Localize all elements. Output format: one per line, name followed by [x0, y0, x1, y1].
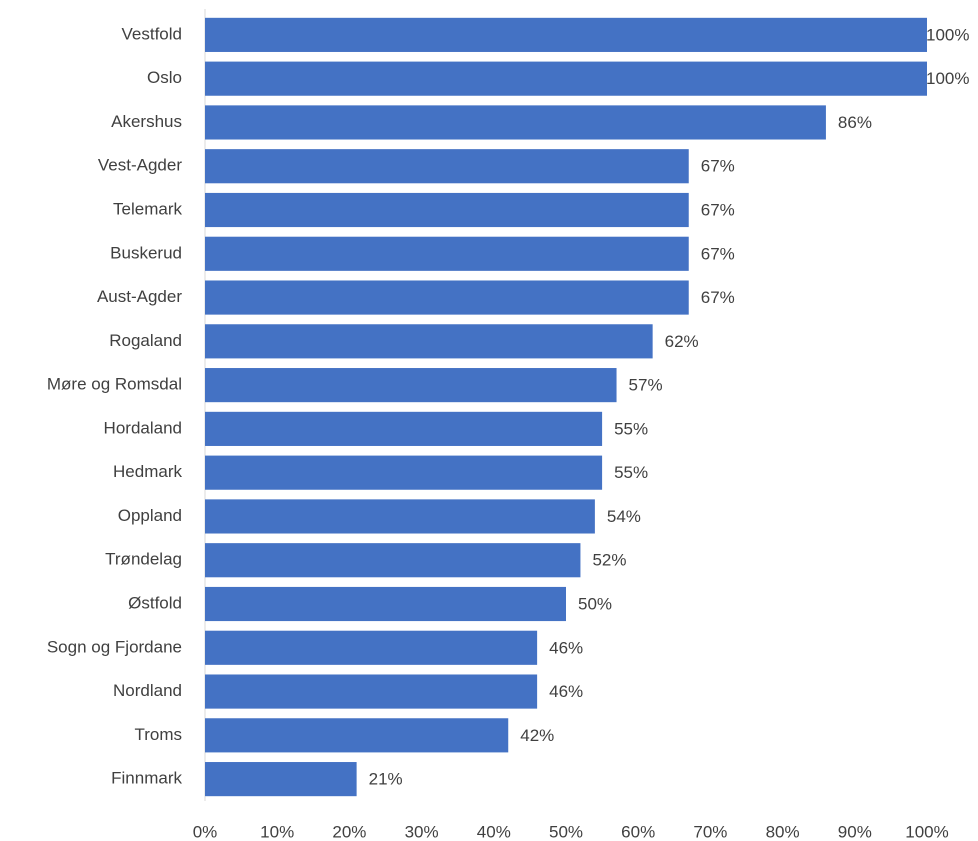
bar — [205, 368, 617, 403]
bar — [205, 236, 689, 271]
bar — [205, 324, 653, 359]
y-tick-label: Vestfold — [122, 24, 183, 43]
x-tick-label: 10% — [260, 822, 294, 841]
data-label: 62% — [665, 332, 699, 351]
data-label: 46% — [549, 682, 583, 701]
y-tick-label: Oslo — [147, 68, 182, 87]
y-tick-label: Hordaland — [104, 418, 182, 437]
data-label: 55% — [614, 463, 648, 482]
data-label: 50% — [578, 594, 612, 613]
bar — [205, 192, 689, 228]
x-tick-label: 80% — [766, 822, 800, 841]
x-tick-label: 100% — [905, 822, 948, 841]
data-label: 67% — [701, 157, 735, 176]
y-tick-label: Rogaland — [109, 331, 182, 350]
y-tick-label: Østfold — [128, 593, 182, 612]
bar — [205, 455, 603, 490]
bar — [205, 543, 581, 578]
bar — [205, 586, 566, 622]
data-label: 52% — [592, 551, 626, 570]
y-tick-label: Oppland — [118, 506, 182, 525]
bar — [205, 762, 357, 797]
data-label: 54% — [607, 507, 641, 526]
data-label: 67% — [701, 200, 735, 219]
y-tick-label: Akershus — [111, 112, 182, 131]
bar — [205, 61, 927, 96]
data-label: 100% — [926, 25, 969, 44]
data-label: 55% — [614, 419, 648, 438]
y-tick-label: Aust-Agder — [97, 287, 182, 306]
bar — [205, 499, 595, 534]
y-tick-label: Finnmark — [111, 769, 182, 788]
bar — [205, 718, 509, 753]
data-label: 67% — [701, 288, 735, 307]
x-tick-label: 90% — [838, 822, 872, 841]
y-tick-label: Troms — [134, 725, 182, 744]
y-tick-label: Møre og Romsdal — [47, 375, 182, 394]
data-label: 57% — [629, 376, 663, 395]
y-tick-label: Trøndelag — [105, 550, 182, 569]
bar — [205, 17, 927, 52]
y-tick-label: Buskerud — [110, 243, 182, 262]
y-tick-label: Hedmark — [113, 462, 182, 481]
x-tick-label: 30% — [405, 822, 439, 841]
bar — [205, 280, 689, 315]
x-tick-label: 50% — [549, 822, 583, 841]
data-label: 100% — [926, 69, 969, 88]
y-tick-label: Vest-Agder — [98, 156, 182, 175]
x-tick-label: 70% — [693, 822, 727, 841]
data-label: 86% — [838, 113, 872, 132]
data-label: 46% — [549, 638, 583, 657]
bar — [205, 105, 826, 140]
data-label: 21% — [369, 770, 403, 789]
x-tick-label: 40% — [477, 822, 511, 841]
y-tick-label: Telemark — [113, 199, 182, 218]
data-label: 42% — [520, 726, 554, 745]
bar — [205, 630, 538, 665]
x-tick-label: 60% — [621, 822, 655, 841]
y-tick-label: Nordland — [113, 681, 182, 700]
bar — [205, 674, 538, 709]
bar — [205, 411, 603, 446]
x-tick-label: 20% — [332, 822, 366, 841]
bar — [205, 149, 689, 184]
data-label: 67% — [701, 244, 735, 263]
y-tick-label: Sogn og Fjordane — [47, 637, 182, 656]
x-tick-label: 0% — [193, 822, 218, 841]
